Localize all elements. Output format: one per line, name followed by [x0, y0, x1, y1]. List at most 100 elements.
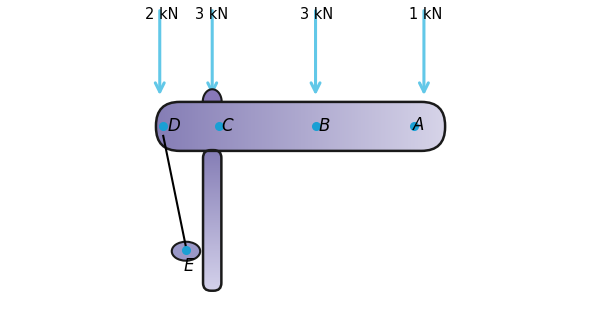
Bar — [212, 102, 213, 151]
Bar — [296, 102, 297, 151]
Bar — [159, 102, 160, 151]
Bar — [203, 244, 221, 245]
Bar — [360, 102, 361, 151]
Text: 1 kN: 1 kN — [409, 7, 442, 22]
Bar — [256, 102, 257, 151]
Bar — [382, 102, 384, 151]
Bar — [369, 102, 370, 151]
Bar — [169, 102, 171, 151]
Bar — [317, 102, 318, 151]
Bar — [316, 102, 317, 151]
Bar — [242, 102, 244, 151]
Bar — [203, 258, 221, 259]
Bar — [297, 102, 299, 151]
Bar — [429, 102, 430, 151]
Bar — [420, 102, 421, 151]
Text: E: E — [184, 257, 194, 275]
Bar — [313, 102, 314, 151]
Bar — [295, 102, 296, 151]
Bar — [427, 102, 428, 151]
Bar — [442, 102, 443, 151]
Bar — [222, 102, 224, 151]
Bar — [285, 102, 286, 151]
Bar — [401, 102, 402, 151]
Bar — [194, 102, 195, 151]
Bar — [381, 102, 382, 151]
Bar — [319, 102, 320, 151]
Bar — [195, 102, 196, 151]
Bar — [350, 102, 352, 151]
Bar — [203, 274, 221, 275]
Bar — [288, 102, 289, 151]
Bar — [166, 102, 168, 151]
Bar — [267, 102, 268, 151]
Bar — [163, 102, 165, 151]
Bar — [203, 150, 221, 151]
Bar — [203, 246, 221, 247]
Bar — [264, 102, 265, 151]
Bar — [175, 102, 176, 151]
Bar — [356, 102, 358, 151]
Bar — [203, 155, 221, 156]
Bar — [203, 267, 221, 268]
Bar — [352, 102, 353, 151]
Bar — [282, 102, 283, 151]
Bar — [398, 102, 399, 151]
Bar — [306, 102, 307, 151]
Bar — [214, 102, 215, 151]
Bar — [172, 102, 173, 151]
Bar — [415, 102, 416, 151]
Bar — [286, 102, 287, 151]
Bar — [364, 102, 365, 151]
Bar — [161, 102, 162, 151]
Bar — [203, 275, 221, 276]
Bar — [329, 102, 330, 151]
Bar — [274, 102, 276, 151]
Bar — [203, 254, 221, 255]
Bar — [314, 102, 315, 151]
Bar — [363, 102, 364, 151]
Bar — [200, 102, 201, 151]
Bar — [203, 207, 221, 208]
Bar — [203, 189, 221, 190]
Bar — [291, 102, 292, 151]
Bar — [346, 102, 347, 151]
Bar — [203, 256, 221, 257]
Bar — [431, 102, 432, 151]
Bar — [336, 102, 337, 151]
Bar — [189, 102, 190, 151]
Bar — [428, 102, 429, 151]
Bar — [375, 102, 376, 151]
Bar — [203, 205, 221, 206]
Bar — [202, 102, 203, 151]
Bar — [203, 263, 221, 264]
Bar — [203, 238, 221, 239]
Bar — [229, 102, 230, 151]
Bar — [199, 102, 200, 151]
Bar — [203, 151, 221, 152]
Bar — [165, 102, 166, 151]
Bar — [203, 248, 221, 249]
Bar — [203, 276, 221, 277]
Bar — [203, 224, 221, 225]
Bar — [168, 102, 169, 151]
Bar — [355, 102, 356, 151]
Bar — [203, 261, 221, 262]
Bar — [203, 172, 221, 173]
Bar — [203, 236, 221, 237]
Bar — [273, 102, 274, 151]
Bar — [276, 102, 277, 151]
Bar — [192, 102, 194, 151]
Bar — [301, 102, 303, 151]
Bar — [203, 199, 221, 200]
Bar — [277, 102, 278, 151]
Bar — [368, 102, 369, 151]
Bar — [203, 160, 221, 161]
Bar — [203, 157, 221, 158]
Bar — [203, 220, 221, 221]
Bar — [395, 102, 396, 151]
Bar — [203, 281, 221, 282]
Bar — [400, 102, 401, 151]
Text: B: B — [319, 118, 330, 135]
Bar — [203, 229, 221, 230]
